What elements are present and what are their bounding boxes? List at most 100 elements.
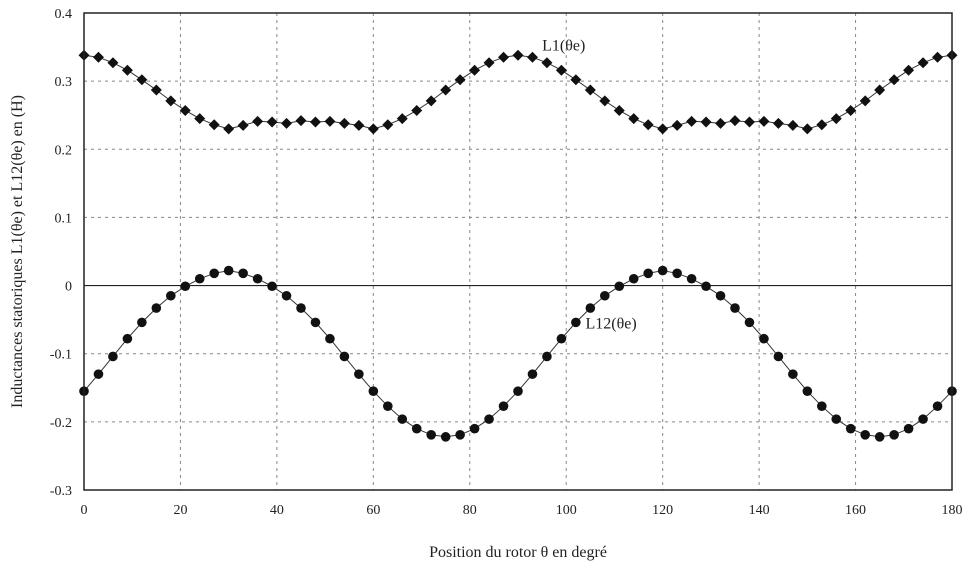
data-point-circle (802, 386, 813, 396)
data-point-diamond (121, 64, 133, 76)
data-point-diamond (715, 117, 727, 129)
data-point-circle (151, 303, 162, 313)
y-tick-label: 0.1 (55, 211, 73, 226)
data-point-circle (281, 290, 292, 301)
data-point-circle (903, 423, 914, 434)
x-axis-label: Position du rotor θ en degré (429, 544, 607, 561)
data-point-circle (672, 268, 682, 279)
data-point-diamond (758, 115, 770, 127)
data-point-circle (701, 281, 711, 292)
data-point-diamond (555, 64, 567, 76)
data-point-diamond (454, 74, 466, 86)
data-point-diamond (295, 115, 307, 127)
data-point-circle (932, 401, 943, 411)
y-tick-label: 0 (65, 280, 72, 295)
data-point-diamond (425, 95, 437, 107)
data-point-circle (310, 317, 321, 328)
data-point-circle (773, 351, 784, 362)
data-point-diamond (657, 123, 669, 135)
data-point-circle (744, 317, 755, 328)
data-point-circle (368, 386, 379, 396)
data-point-diamond (324, 115, 336, 127)
data-point-diamond (382, 119, 394, 131)
y-tick-label: -0.2 (50, 416, 72, 431)
data-point-circle (889, 430, 899, 440)
data-point-diamond (772, 117, 784, 129)
data-point-diamond (237, 119, 249, 131)
data-point-circle (542, 351, 552, 362)
data-point-diamond (903, 64, 915, 76)
data-point-circle (397, 414, 408, 424)
y-tick-label: -0.1 (50, 348, 72, 363)
data-point-circle (325, 333, 335, 344)
data-point-diamond (859, 95, 871, 107)
x-tick-label: 120 (652, 503, 673, 518)
x-tick-label: 140 (749, 503, 770, 518)
y-tick-label: 0.3 (55, 75, 73, 90)
data-point-diamond (136, 74, 148, 86)
x-tick-label: 20 (173, 503, 187, 518)
data-point-diamond (830, 113, 842, 125)
grid (84, 13, 952, 490)
data-point-circle (137, 317, 147, 328)
data-point-diamond (584, 84, 596, 96)
data-point-diamond (396, 113, 408, 125)
data-point-diamond (787, 119, 799, 131)
series-label-l1: L1(θe) (542, 37, 585, 54)
data-point-diamond (671, 119, 683, 131)
y-axis-label: Inductances statoriques L1(θe) et L12(θe… (9, 95, 26, 408)
data-point-diamond (411, 104, 423, 116)
data-point-diamond (917, 57, 929, 69)
data-point-diamond (686, 115, 698, 127)
data-point-diamond (353, 119, 365, 131)
data-point-circle (556, 333, 567, 344)
data-point-diamond (92, 51, 104, 63)
data-point-circle (411, 423, 422, 434)
data-point-diamond (613, 104, 625, 116)
data-point-diamond (628, 113, 640, 125)
data-point-diamond (642, 119, 654, 131)
data-point-diamond (179, 104, 191, 116)
data-point-diamond (801, 123, 813, 135)
data-point-circle (600, 290, 610, 301)
y-tick-labels: -0.3 -0.2 -0.1 0 0.1 0.2 0.3 0.4 (50, 7, 72, 499)
data-point-circle (339, 351, 350, 362)
data-point-diamond (367, 123, 379, 135)
data-point-circle (469, 423, 480, 434)
data-point-diamond (252, 115, 264, 127)
data-point-diamond (309, 116, 321, 128)
y-tick-label: -0.3 (50, 484, 72, 499)
x-tick-labels: 0 20 40 60 80 100 120 140 160 180 (81, 503, 963, 518)
data-point-circle (817, 401, 827, 411)
x-tick-label: 40 (270, 503, 284, 518)
y-tick-label: 0.2 (55, 143, 73, 158)
data-point-circle (108, 351, 118, 362)
data-point-diamond (498, 51, 510, 63)
data-point-diamond (107, 57, 119, 69)
data-point-circle (657, 265, 668, 276)
data-point-circle (194, 273, 205, 284)
data-point-diamond (208, 119, 220, 131)
data-point-circle (571, 317, 581, 328)
x-tick-label: 60 (366, 503, 380, 518)
x-tick-label: 80 (463, 503, 477, 518)
data-point-diamond (541, 57, 553, 69)
data-point-diamond (888, 74, 900, 86)
data-point-diamond (816, 119, 828, 131)
data-point-circle (686, 273, 697, 284)
data-point-circle (643, 268, 653, 279)
data-point-circle (715, 290, 726, 301)
data-point-circle (484, 414, 494, 424)
data-point-circle (426, 430, 437, 440)
data-point-circle (498, 401, 509, 411)
data-point-circle (354, 369, 364, 379)
x-tick-label: 100 (556, 503, 577, 518)
data-point-circle (455, 430, 465, 440)
data-point-circle (628, 273, 639, 284)
x-tick-label: 0 (81, 503, 88, 518)
data-point-circle (874, 432, 885, 442)
data-point-circle (223, 265, 234, 276)
data-point-diamond (165, 95, 177, 107)
data-point-diamond (526, 51, 538, 63)
data-point-circle (759, 333, 769, 344)
